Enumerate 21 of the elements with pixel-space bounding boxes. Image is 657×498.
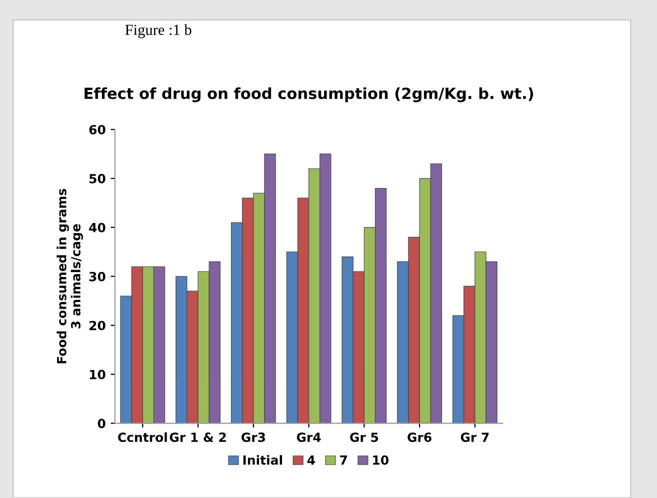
x-tick-label: Gr6	[408, 432, 432, 442]
x-tick-label: Ccntrol	[118, 432, 167, 442]
x-tick-label: Gr 7	[460, 432, 489, 442]
y-axis-title: Food consumed in grams 3 animals/cage	[56, 188, 83, 364]
text: Figure :1 b	[125, 24, 192, 38]
legend-label: 10	[373, 455, 388, 465]
legend-label: 7	[340, 456, 347, 465]
y-tick-label: 40	[89, 222, 106, 232]
y-tick-label: 30	[89, 272, 106, 282]
x-tick-label: Gr4	[296, 432, 321, 442]
y-tick-label: 0	[98, 418, 106, 428]
y-tick-label: 50	[90, 174, 106, 184]
chart-title: Effect of drug on food consumption (2gm/Kg. b. wt.)	[84, 87, 534, 102]
x-tick-label: Gr 5	[350, 432, 378, 442]
y-tick-label: 60	[89, 124, 106, 134]
y-tick-label: 20	[90, 320, 106, 330]
y-tick-label: 10	[90, 370, 106, 380]
legend-label: Initial	[243, 455, 282, 465]
x-tick-label: Gr3	[241, 432, 265, 442]
x-tick-label: Gr 1 & 2	[170, 432, 226, 442]
legend-label: 4	[307, 456, 315, 465]
